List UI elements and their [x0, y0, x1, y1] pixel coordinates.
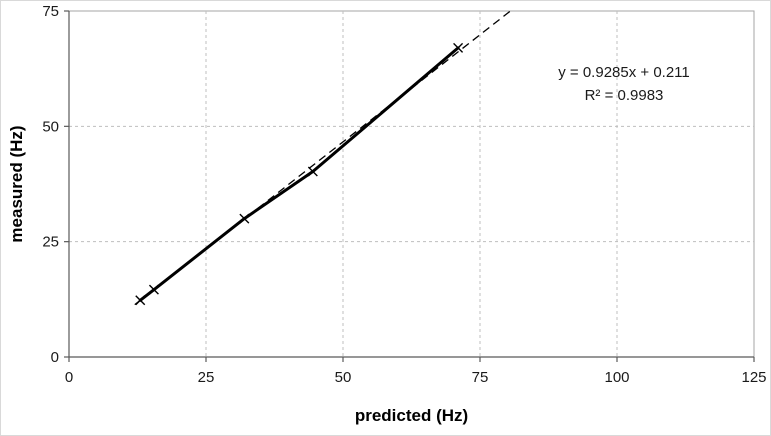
x-tick-label: 0 [65, 369, 73, 386]
trendline-annotation: y = 0.9285x + 0.211 R² = 0.9983 [519, 61, 729, 107]
data-marker-x [135, 295, 146, 306]
x-tick-label: 75 [472, 369, 489, 386]
r-squared-label: R² = 0.9983 [584, 87, 664, 104]
trendline-equation: y = 0.9285x + 0.211 [558, 64, 690, 81]
data-marker-x [453, 42, 464, 53]
y-tick-label: 75 [42, 3, 59, 20]
x-tick-label: 25 [198, 369, 215, 386]
plot-frame [68, 10, 755, 358]
y-tick-label: 0 [51, 349, 59, 366]
x-axis-title: predicted (Hz) [354, 406, 469, 425]
x-tick-label: 125 [741, 369, 766, 386]
y-tick-label: 50 [42, 118, 59, 135]
y-tick-label: 25 [42, 234, 59, 251]
data-marker-x [148, 284, 159, 295]
data-marker-x [239, 213, 250, 224]
data-marker-x [307, 166, 318, 177]
x-tick-label: 50 [335, 369, 352, 386]
y-axis-title: measured (Hz) [7, 125, 26, 243]
x-tick-label: 100 [604, 369, 629, 386]
